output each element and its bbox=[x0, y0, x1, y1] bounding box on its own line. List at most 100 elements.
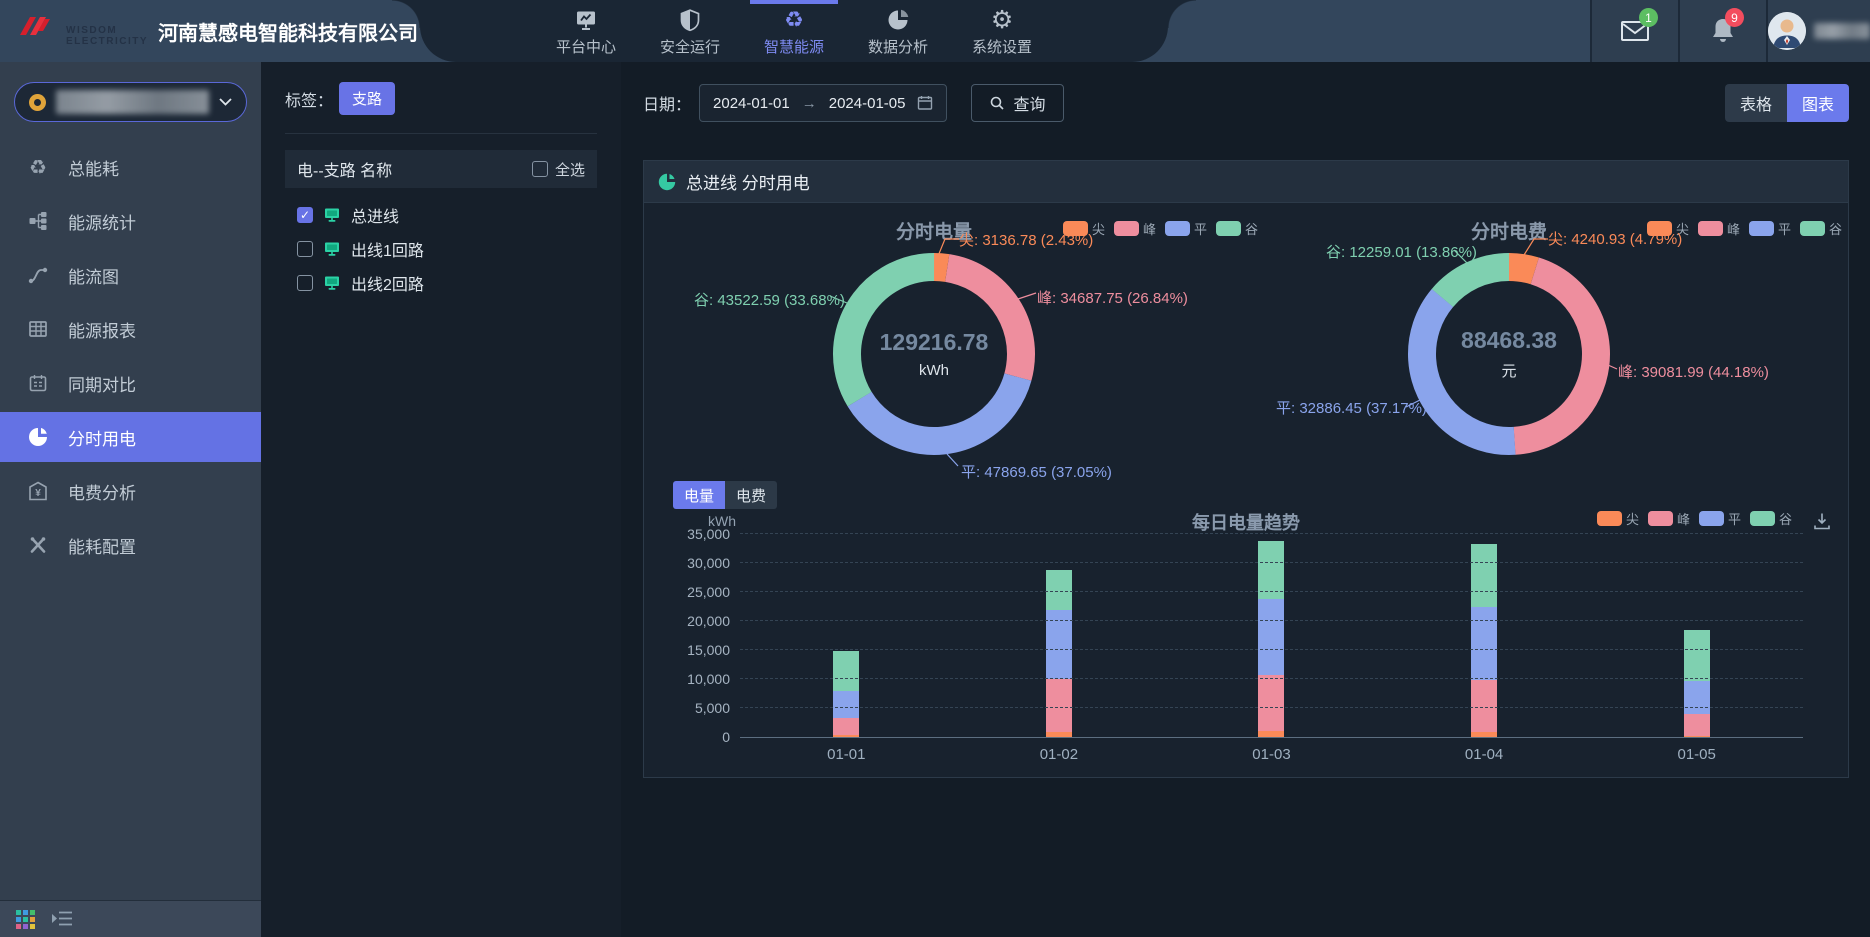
sidebar-item-fee-analysis[interactable]: ¥ 电费分析 bbox=[0, 466, 261, 516]
mail-button[interactable]: 1 bbox=[1590, 0, 1678, 62]
query-button-label: 查询 bbox=[1013, 91, 1045, 115]
collapse-menu-icon[interactable] bbox=[51, 910, 73, 928]
bar-chart-section: 电量 电费 kWh 每日电量趋势 尖峰平谷 05,00010,00015,000… bbox=[644, 481, 1848, 777]
apps-grid-icon[interactable] bbox=[16, 910, 35, 929]
sidebar-item-energy-config[interactable]: 能耗配置 bbox=[0, 520, 261, 570]
callout-gu: 谷: 12259.01 (13.86%) bbox=[1326, 241, 1477, 262]
gridline bbox=[740, 533, 1803, 534]
tree-item-outgoing-2[interactable]: 出线2回路 bbox=[285, 266, 597, 300]
x-tick-label: 01-02 bbox=[1040, 746, 1078, 763]
notifications-button[interactable]: 9 bbox=[1678, 0, 1766, 62]
legend-item-峰[interactable]: 峰 bbox=[1114, 219, 1156, 238]
bar-segment-平 bbox=[1258, 599, 1284, 674]
date-end-input[interactable]: 2024-01-05 bbox=[829, 95, 906, 112]
legend-swatch bbox=[1165, 221, 1190, 236]
sidebar-item-energy-report[interactable]: 能源报表 bbox=[0, 304, 261, 354]
checkbox-unchecked[interactable] bbox=[297, 241, 313, 257]
org-select-dropdown[interactable] bbox=[14, 82, 247, 122]
tree-item-label: 出线1回路 bbox=[351, 237, 424, 261]
nav-data-analysis[interactable]: 数据分析 bbox=[862, 0, 934, 62]
query-button[interactable]: 查询 bbox=[971, 84, 1063, 122]
org-chart-icon bbox=[26, 209, 50, 233]
legend-item-平[interactable]: 平 bbox=[1699, 509, 1741, 528]
device-monitor-icon bbox=[323, 240, 341, 258]
card-header: 总进线 分时用电 bbox=[644, 161, 1848, 203]
select-all-control[interactable]: 全选 bbox=[532, 159, 585, 180]
tree-item-main-incoming[interactable]: 总进线 bbox=[285, 198, 597, 232]
tree-items: 总进线 出线1回路 bbox=[285, 198, 597, 300]
top-header: WISDOM ELECTRICITY 河南慧感电智能科技有限公司 平 bbox=[0, 0, 1870, 62]
tag-chip-branch[interactable]: 支路 bbox=[339, 82, 395, 115]
nav-label: 平台中心 bbox=[556, 36, 616, 57]
legend-item-峰[interactable]: 峰 bbox=[1648, 509, 1690, 528]
view-chart-button[interactable]: 图表 bbox=[1787, 84, 1849, 122]
legend-swatch bbox=[1699, 511, 1724, 526]
callout-gu: 谷: 43522.59 (33.68%) bbox=[694, 289, 845, 310]
device-monitor-icon bbox=[323, 206, 341, 224]
select-all-label: 全选 bbox=[555, 159, 585, 180]
nav-label: 安全运行 bbox=[660, 36, 720, 57]
sidebar-item-energy-flow[interactable]: 能流图 bbox=[0, 250, 261, 300]
date-range-picker[interactable]: 2024-01-01 → 2024-01-05 bbox=[699, 84, 947, 122]
header-right: 1 9 bbox=[1590, 0, 1870, 62]
checkbox-checked[interactable] bbox=[297, 207, 313, 223]
pie-chart-icon bbox=[886, 7, 910, 33]
stacked-bar-01-02 bbox=[1046, 570, 1072, 737]
nav-label: 智慧能源 bbox=[764, 36, 824, 57]
sidebar-item-label: 能流图 bbox=[68, 263, 119, 288]
date-start-input[interactable]: 2024-01-01 bbox=[713, 95, 790, 112]
nav-label: 数据分析 bbox=[868, 36, 928, 57]
bar-segment-平 bbox=[833, 691, 859, 718]
sidebar-item-label: 同期对比 bbox=[68, 371, 136, 396]
gridline bbox=[740, 562, 1803, 563]
tab-fee[interactable]: 电费 bbox=[725, 481, 777, 509]
logo-text: WISDOM ELECTRICITY bbox=[66, 25, 148, 47]
nav-system-settings[interactable]: ⚙ 系统设置 bbox=[966, 0, 1038, 62]
gridline bbox=[740, 591, 1803, 592]
checkbox-unchecked[interactable] bbox=[297, 275, 313, 291]
bar-segment-平 bbox=[1684, 681, 1710, 714]
select-all-checkbox[interactable] bbox=[532, 161, 548, 177]
device-monitor-icon bbox=[323, 274, 341, 292]
branch-tree-panel: 标签： 支路 电--支路 名称 全选 bbox=[261, 62, 621, 937]
nav-platform-center[interactable]: 平台中心 bbox=[550, 0, 622, 62]
user-menu[interactable] bbox=[1766, 0, 1870, 62]
sidebar-item-total-energy[interactable]: ♻ 总能耗 bbox=[0, 142, 261, 192]
legend-item-平[interactable]: 平 bbox=[1165, 219, 1207, 238]
nav-safe-operation[interactable]: 安全运行 bbox=[654, 0, 726, 62]
main-content: 日期： 2024-01-01 → 2024-01-05 查询 bbox=[621, 62, 1870, 937]
legend-swatch bbox=[1750, 511, 1775, 526]
x-tick-label: 01-03 bbox=[1252, 746, 1290, 763]
bar-segment-尖 bbox=[1684, 736, 1710, 737]
legend-label: 平 bbox=[1194, 219, 1207, 238]
download-icon[interactable] bbox=[1812, 511, 1832, 531]
legend-item-尖[interactable]: 尖 bbox=[1597, 509, 1639, 528]
legend-item-谷[interactable]: 谷 bbox=[1750, 509, 1792, 528]
nav-smart-energy[interactable]: ♻ 智慧能源 bbox=[758, 0, 830, 62]
view-toggle: 表格 图表 bbox=[1725, 84, 1849, 122]
bar-segment-谷 bbox=[1046, 570, 1072, 611]
legend-label: 尖 bbox=[1626, 509, 1639, 528]
legend-item-峰[interactable]: 峰 bbox=[1698, 219, 1740, 238]
y-tick-label: 25,000 bbox=[660, 584, 730, 600]
tab-energy[interactable]: 电量 bbox=[673, 481, 725, 509]
callout-jian: 尖: 4240.93 (4.79%) bbox=[1548, 228, 1682, 249]
gear-icon: ⚙ bbox=[991, 7, 1013, 33]
gridline bbox=[740, 707, 1803, 708]
tree-item-outgoing-1[interactable]: 出线1回路 bbox=[285, 232, 597, 266]
tree-item-label: 出线2回路 bbox=[351, 271, 424, 295]
sidebar-item-tou-power[interactable]: 分时用电 bbox=[0, 412, 261, 462]
y-tick-label: 0 bbox=[660, 729, 730, 745]
gridline bbox=[740, 649, 1803, 650]
legend-label: 平 bbox=[1778, 219, 1791, 238]
tools-icon bbox=[26, 533, 50, 557]
legend-swatch bbox=[1749, 221, 1774, 236]
donut-fee-block: 分时电费 尖峰平谷 88468.38 元 bbox=[1246, 203, 1848, 481]
legend-swatch bbox=[1597, 511, 1622, 526]
view-table-button[interactable]: 表格 bbox=[1725, 84, 1787, 122]
sidebar-item-energy-stats[interactable]: 能源统计 bbox=[0, 196, 261, 246]
legend-item-谷[interactable]: 谷 bbox=[1800, 219, 1842, 238]
sidebar-item-period-compare[interactable]: 同期对比 bbox=[0, 358, 261, 408]
sidebar-item-label: 电费分析 bbox=[68, 479, 136, 504]
legend-item-平[interactable]: 平 bbox=[1749, 219, 1791, 238]
